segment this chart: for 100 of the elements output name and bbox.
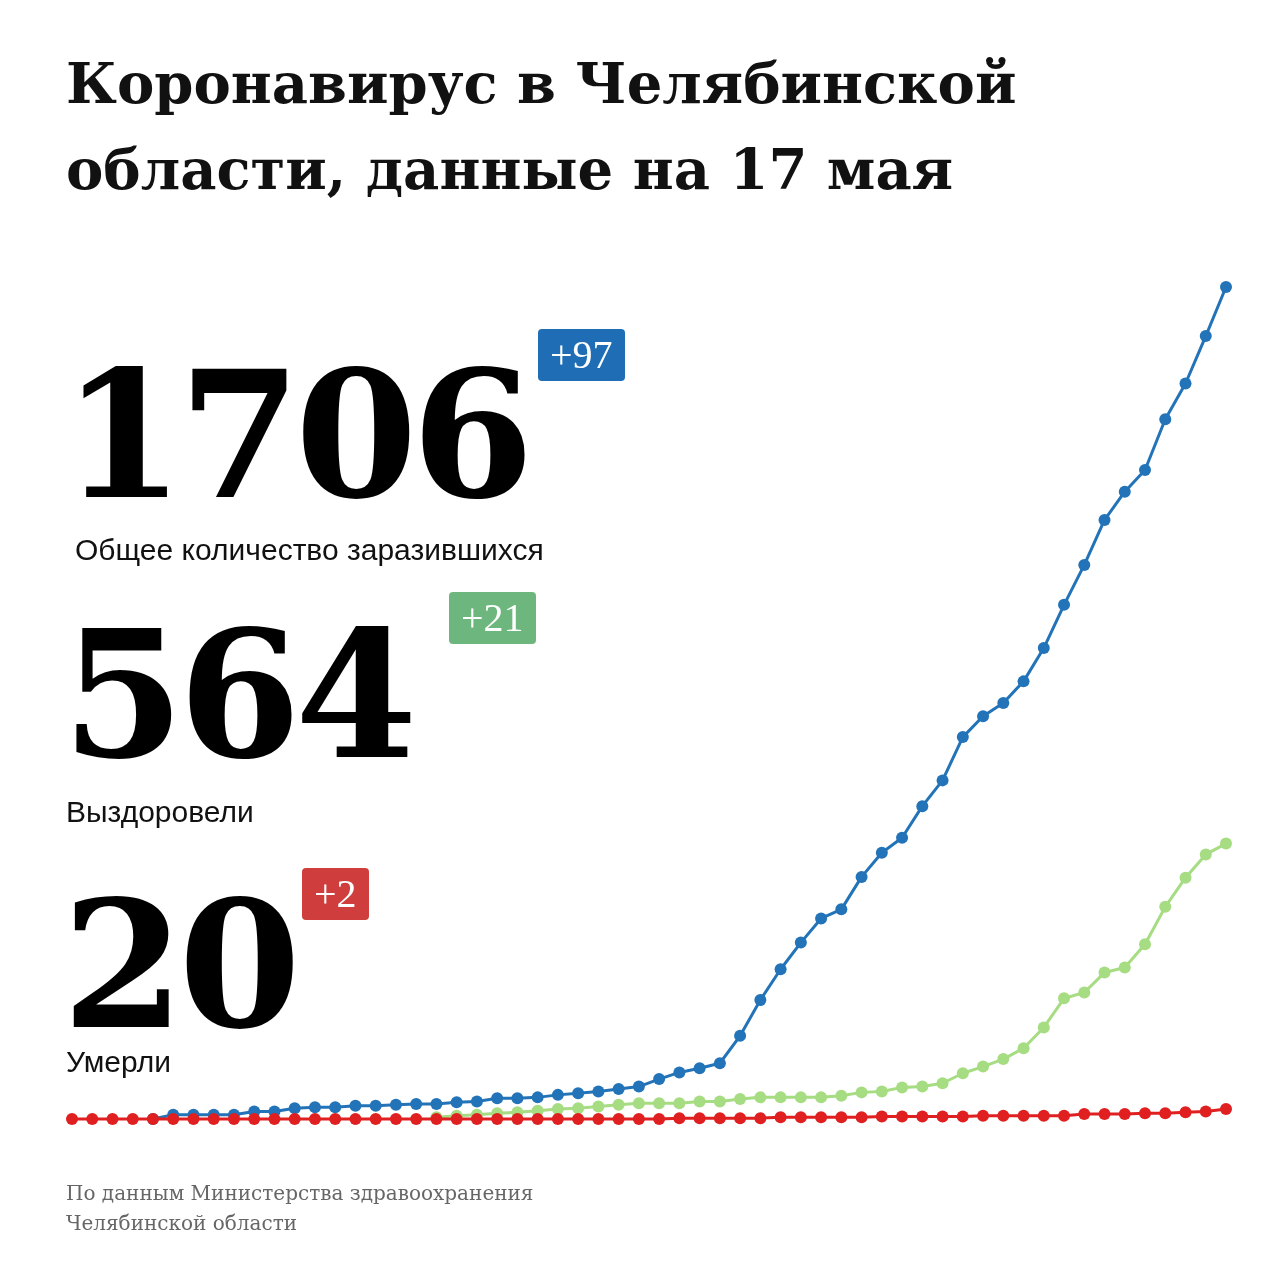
point xyxy=(1118,485,1131,498)
point xyxy=(511,1113,524,1125)
point xyxy=(1199,1105,1212,1118)
point xyxy=(410,1098,423,1111)
point xyxy=(977,1060,990,1073)
annotation: +21 xyxy=(449,592,536,644)
point xyxy=(1220,837,1232,850)
point xyxy=(1098,966,1111,979)
point xyxy=(693,1112,706,1125)
point xyxy=(653,1113,666,1125)
point xyxy=(572,1102,585,1115)
point xyxy=(430,1098,443,1111)
point xyxy=(551,1113,564,1125)
point xyxy=(531,1113,544,1125)
point xyxy=(1118,1108,1131,1121)
point xyxy=(1159,1107,1172,1120)
point xyxy=(875,1085,888,1098)
point xyxy=(916,1110,929,1123)
point xyxy=(1098,1108,1111,1121)
point xyxy=(754,1091,767,1104)
annotation: +97 xyxy=(538,329,625,381)
text: По данным Министерства здравоохранения Челябинской области xyxy=(66,1180,535,1237)
point xyxy=(734,1093,747,1106)
annotation: Умерли xyxy=(66,1045,171,1079)
point xyxy=(551,1088,564,1101)
point xyxy=(308,1113,321,1125)
point xyxy=(693,1095,706,1108)
point xyxy=(369,1099,382,1112)
point xyxy=(815,912,828,925)
point xyxy=(632,1097,645,1110)
point xyxy=(713,1112,726,1125)
point xyxy=(835,1089,848,1102)
point xyxy=(470,1095,483,1108)
point xyxy=(1179,871,1192,884)
point xyxy=(288,1102,301,1115)
point xyxy=(389,1113,402,1125)
point xyxy=(248,1113,261,1125)
point xyxy=(1037,1109,1050,1122)
point xyxy=(66,1113,78,1125)
point xyxy=(1058,1109,1071,1122)
point xyxy=(673,1066,686,1079)
point xyxy=(1159,413,1172,426)
point xyxy=(977,710,990,723)
point xyxy=(754,994,767,1007)
point xyxy=(794,1111,807,1124)
point xyxy=(1199,330,1212,343)
point xyxy=(389,1098,402,1111)
point xyxy=(896,1110,909,1123)
point xyxy=(450,1096,463,1109)
point xyxy=(491,1113,504,1125)
point xyxy=(875,1110,888,1123)
point xyxy=(308,1101,321,1114)
point xyxy=(1098,513,1111,526)
point xyxy=(592,1113,605,1125)
point xyxy=(187,1113,200,1125)
point xyxy=(1078,558,1091,571)
point xyxy=(936,1110,949,1123)
point xyxy=(612,1098,625,1111)
point xyxy=(754,1112,767,1125)
point xyxy=(673,1112,686,1125)
point xyxy=(896,1081,909,1094)
point xyxy=(774,963,787,976)
point xyxy=(572,1113,585,1125)
point xyxy=(531,1091,544,1104)
point xyxy=(815,1091,828,1104)
point xyxy=(997,1109,1010,1122)
point xyxy=(1220,1103,1232,1116)
point xyxy=(369,1113,382,1125)
point xyxy=(855,870,868,883)
chart-title: Коронавирус в Челябинской области, данные на 17 мая xyxy=(66,49,1018,204)
point xyxy=(592,1085,605,1098)
point xyxy=(956,1067,969,1080)
point xyxy=(1037,642,1050,655)
point xyxy=(349,1099,362,1112)
point xyxy=(632,1080,645,1093)
point xyxy=(1058,598,1071,611)
point xyxy=(734,1029,747,1042)
point xyxy=(875,846,888,859)
point xyxy=(956,731,969,744)
point xyxy=(916,800,929,813)
point xyxy=(207,1113,220,1125)
point xyxy=(936,774,949,787)
point xyxy=(734,1112,747,1125)
point xyxy=(126,1113,139,1125)
point xyxy=(612,1083,625,1096)
point xyxy=(713,1057,726,1070)
point xyxy=(572,1087,585,1100)
point xyxy=(1179,377,1192,390)
point xyxy=(835,1111,848,1124)
point xyxy=(653,1097,666,1110)
point xyxy=(227,1113,240,1125)
point xyxy=(349,1113,362,1125)
point xyxy=(106,1113,119,1125)
point xyxy=(1199,848,1212,861)
point xyxy=(288,1113,301,1125)
point xyxy=(896,831,909,844)
point xyxy=(1179,1106,1192,1119)
point xyxy=(450,1113,463,1125)
point xyxy=(1139,464,1152,477)
point xyxy=(1058,992,1071,1005)
